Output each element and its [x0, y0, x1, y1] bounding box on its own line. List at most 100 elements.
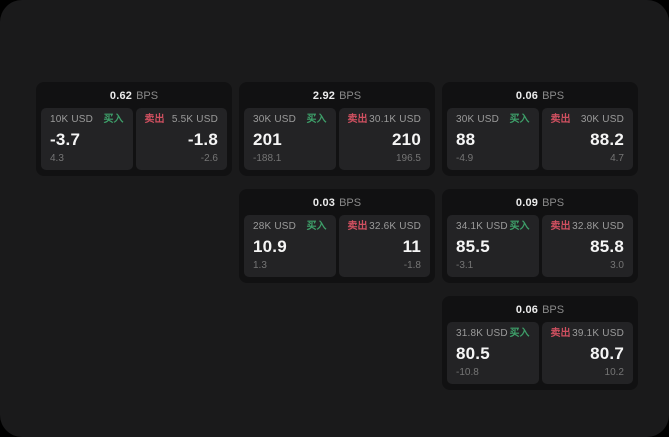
spread-value: 0.06	[515, 90, 539, 102]
buy-sell-panels: 30K USD 买入 201 -188.1 卖出 30.1K USD 210 1…	[244, 108, 430, 170]
sell-notional: 32.6K USD	[369, 221, 421, 232]
sell-notional: 30K USD	[580, 114, 624, 125]
buy-notional: 28K USD	[253, 221, 297, 232]
buy-sell-panels: 10K USD 买入 -3.7 4.3 卖出 5.5K USD -1.8 -2.…	[41, 108, 227, 170]
buy-sell-panels: 31.8K USD 买入 80.5 -10.8 卖出 39.1K USD 80.…	[447, 322, 633, 384]
sell-side-label: 卖出	[144, 114, 165, 125]
sell-notional: 32.8K USD	[572, 221, 624, 232]
spread-unit-label: BPS	[339, 197, 362, 209]
sell-change: -2.6	[200, 153, 218, 164]
sell-panel[interactable]: 卖出 39.1K USD 80.7 10.2	[541, 322, 633, 384]
quote-card: 0.03 BPS 28K USD 买入 10.9 1.3 卖出 32.6K US…	[239, 189, 435, 283]
buy-price: 88	[456, 130, 476, 149]
sell-notional: 30.1K USD	[369, 114, 421, 125]
buy-notional: 30K USD	[253, 114, 297, 125]
buy-panel-top-row: 30K USD 买入	[456, 115, 530, 125]
buy-panel-top-row: 34.1K USD 买入	[456, 222, 530, 232]
spread-unit-label: BPS	[542, 304, 565, 316]
spread-unit-label: BPS	[542, 197, 565, 209]
spread-value: 0.03	[312, 197, 336, 209]
quote-card: 0.09 BPS 34.1K USD 买入 85.5 -3.1 卖出 32.8K…	[442, 189, 638, 283]
buy-side-label: 买入	[306, 114, 327, 125]
sell-panel-top-row: 卖出 30K USD	[551, 115, 625, 125]
buy-panel[interactable]: 28K USD 买入 10.9 1.3	[244, 215, 336, 277]
buy-panel-top-row: 31.8K USD 买入	[456, 329, 530, 339]
sell-change: 4.7	[610, 153, 624, 164]
buy-panel[interactable]: 10K USD 买入 -3.7 4.3	[41, 108, 133, 170]
buy-price: 201	[253, 130, 282, 149]
buy-price: 85.5	[456, 237, 490, 256]
buy-notional: 30K USD	[456, 114, 500, 125]
sell-panel[interactable]: 卖出 30K USD 88.2 4.7	[541, 108, 633, 170]
buy-side-label: 买入	[509, 114, 530, 125]
quote-card: 0.06 BPS 30K USD 买入 88 -4.9 卖出 30K USD	[442, 82, 638, 176]
spread-value: 0.09	[515, 197, 539, 209]
spread-unit-label: BPS	[136, 90, 159, 102]
buy-change: -188.1	[253, 153, 282, 164]
buy-change: -4.9	[456, 153, 474, 164]
sell-side-label: 卖出	[550, 221, 571, 232]
sell-change: 3.0	[610, 260, 624, 271]
sell-price: 11	[402, 237, 421, 256]
quote-card: 2.92 BPS 30K USD 买入 201 -188.1 卖出 30.1K …	[239, 82, 435, 176]
buy-panel[interactable]: 30K USD 买入 88 -4.9	[447, 108, 539, 170]
sell-change: -1.8	[403, 260, 421, 271]
spread-value: 0.06	[515, 304, 539, 316]
quote-card: 0.62 BPS 10K USD 买入 -3.7 4.3 卖出 5.5K USD	[36, 82, 232, 176]
spread-header: 0.62 BPS	[41, 87, 227, 105]
sell-side-label: 卖出	[347, 114, 368, 125]
spread-unit-label: BPS	[542, 90, 565, 102]
spread-header: 0.03 BPS	[244, 194, 430, 212]
buy-side-label: 买入	[103, 114, 124, 125]
spread-header: 0.06 BPS	[447, 87, 633, 105]
spread-header: 0.06 BPS	[447, 301, 633, 319]
buy-change: -3.1	[456, 260, 474, 271]
buy-notional: 31.8K USD	[456, 328, 508, 339]
buy-price: -3.7	[50, 130, 81, 149]
buy-sell-panels: 28K USD 买入 10.9 1.3 卖出 32.6K USD 11 -1.8	[244, 215, 430, 277]
quote-cards-grid: 0.62 BPS 10K USD 买入 -3.7 4.3 卖出 5.5K USD	[36, 82, 638, 390]
sell-side-label: 卖出	[550, 328, 571, 339]
buy-panel[interactable]: 34.1K USD 买入 85.5 -3.1	[447, 215, 539, 277]
buy-change: 1.3	[253, 260, 267, 271]
sell-panel-top-row: 卖出 39.1K USD	[551, 329, 625, 339]
quote-card: 0.06 BPS 31.8K USD 买入 80.5 -10.8 卖出 39.1…	[442, 296, 638, 390]
sell-price: 80.7	[590, 344, 624, 363]
sell-price: 85.8	[590, 237, 624, 256]
spread-value: 0.62	[109, 90, 133, 102]
buy-sell-panels: 30K USD 买入 88 -4.9 卖出 30K USD 88.2 4.7	[447, 108, 633, 170]
sell-price: 88.2	[590, 130, 624, 149]
sell-panel-top-row: 卖出 32.8K USD	[551, 222, 625, 232]
buy-price: 80.5	[456, 344, 490, 363]
buy-panel[interactable]: 30K USD 买入 201 -188.1	[244, 108, 336, 170]
sell-panel[interactable]: 卖出 32.8K USD 85.8 3.0	[541, 215, 633, 277]
buy-panel-top-row: 28K USD 买入	[253, 222, 327, 232]
buy-side-label: 买入	[306, 221, 327, 232]
sell-side-label: 卖出	[347, 221, 368, 232]
sell-price: 210	[392, 130, 421, 149]
spread-header: 2.92 BPS	[244, 87, 430, 105]
spread-value: 2.92	[312, 90, 336, 102]
buy-notional: 10K USD	[50, 114, 94, 125]
sell-panel[interactable]: 卖出 32.6K USD 11 -1.8	[338, 215, 430, 277]
sell-side-label: 卖出	[550, 114, 571, 125]
sell-change: 196.5	[395, 153, 421, 164]
sell-notional: 5.5K USD	[171, 114, 218, 125]
buy-price: 10.9	[253, 237, 287, 256]
buy-panel-top-row: 10K USD 买入	[50, 115, 124, 125]
sell-panel[interactable]: 卖出 30.1K USD 210 196.5	[338, 108, 430, 170]
buy-change: 4.3	[50, 153, 64, 164]
buy-side-label: 买入	[509, 221, 530, 232]
sell-change: 10.2	[604, 367, 624, 378]
sell-price: -1.8	[187, 130, 218, 149]
sell-panel-top-row: 卖出 5.5K USD	[145, 115, 219, 125]
buy-panel-top-row: 30K USD 买入	[253, 115, 327, 125]
sell-notional: 39.1K USD	[572, 328, 624, 339]
sell-panel-top-row: 卖出 30.1K USD	[348, 115, 422, 125]
sell-panel[interactable]: 卖出 5.5K USD -1.8 -2.6	[135, 108, 227, 170]
buy-sell-panels: 34.1K USD 买入 85.5 -3.1 卖出 32.8K USD 85.8…	[447, 215, 633, 277]
sell-panel-top-row: 卖出 32.6K USD	[348, 222, 422, 232]
spread-unit-label: BPS	[339, 90, 362, 102]
buy-panel[interactable]: 31.8K USD 买入 80.5 -10.8	[447, 322, 539, 384]
